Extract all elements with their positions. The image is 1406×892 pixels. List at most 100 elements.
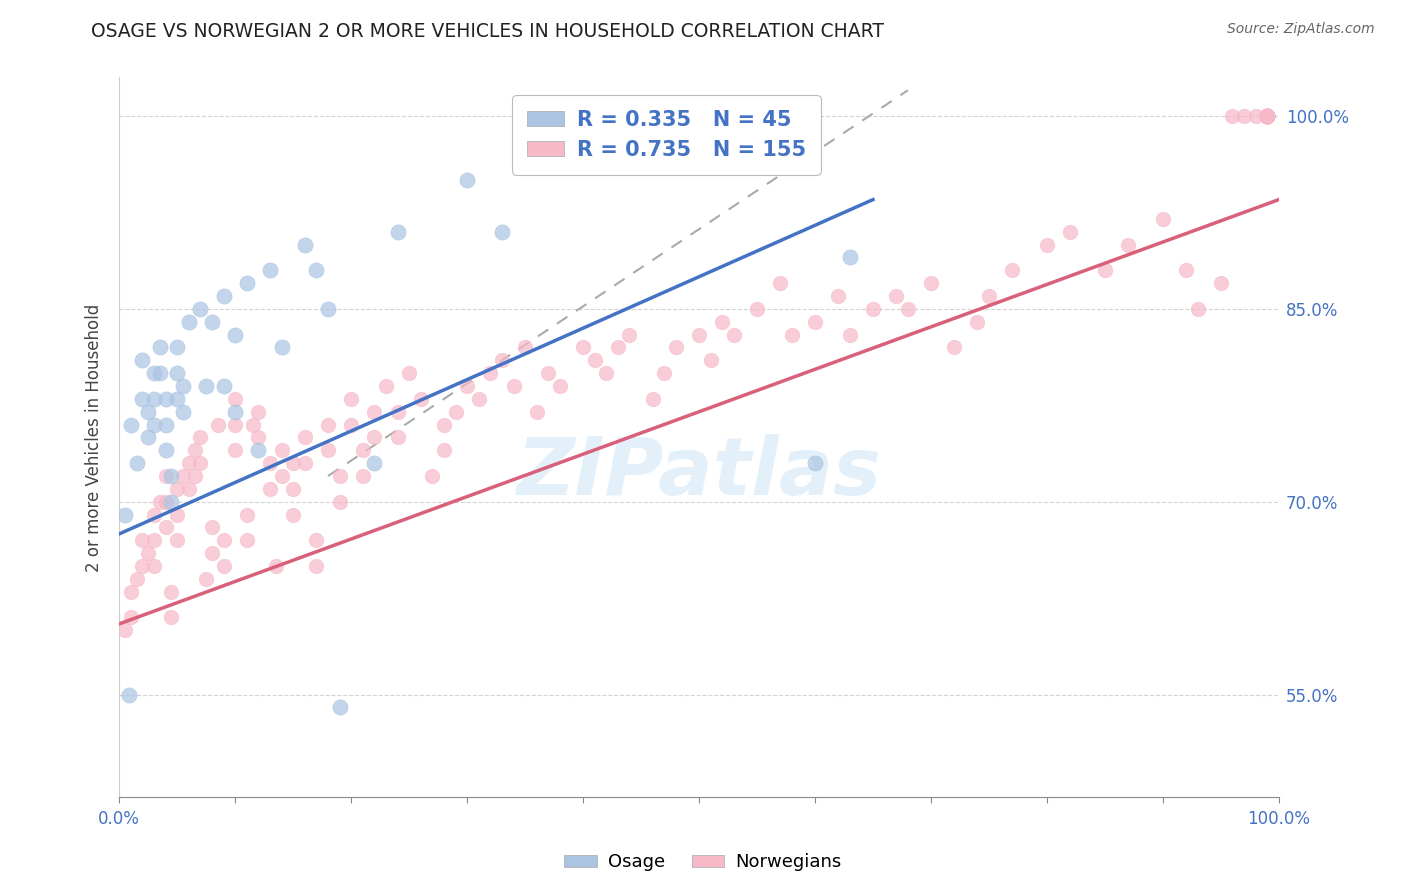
Point	[1256, 109, 1278, 123]
Point	[149, 341, 172, 355]
Point	[804, 456, 827, 470]
Point	[1222, 109, 1244, 123]
Point	[1256, 109, 1278, 123]
Point	[212, 379, 235, 393]
Point	[264, 559, 287, 574]
Point	[143, 559, 166, 574]
Point	[1256, 109, 1278, 123]
Text: OSAGE VS NORWEGIAN 2 OR MORE VEHICLES IN HOUSEHOLD CORRELATION CHART: OSAGE VS NORWEGIAN 2 OR MORE VEHICLES IN…	[91, 22, 884, 41]
Point	[606, 341, 628, 355]
Point	[583, 353, 606, 368]
Point	[120, 417, 142, 432]
Point	[143, 366, 166, 380]
Point	[160, 610, 183, 624]
Point	[149, 494, 172, 508]
Point	[479, 366, 502, 380]
Point	[329, 700, 352, 714]
Point	[166, 341, 188, 355]
Point	[155, 469, 177, 483]
Y-axis label: 2 or more Vehicles in Household: 2 or more Vehicles in Household	[86, 303, 103, 572]
Point	[1256, 109, 1278, 123]
Point	[1256, 109, 1278, 123]
Point	[166, 482, 188, 496]
Text: ZIPatlas: ZIPatlas	[516, 434, 882, 512]
Point	[1256, 109, 1278, 123]
Point	[212, 559, 235, 574]
Point	[699, 353, 721, 368]
Point	[398, 366, 420, 380]
Point	[190, 301, 212, 316]
Point	[387, 430, 409, 444]
Point	[236, 508, 259, 522]
Point	[1256, 109, 1278, 123]
Point	[207, 417, 229, 432]
Point	[1175, 263, 1198, 277]
Point	[247, 405, 270, 419]
Point	[160, 469, 183, 483]
Point	[283, 508, 305, 522]
Point	[131, 392, 153, 406]
Point	[136, 405, 159, 419]
Point	[259, 263, 281, 277]
Point	[943, 341, 966, 355]
Point	[977, 289, 1000, 303]
Point	[305, 533, 328, 548]
Point	[270, 341, 292, 355]
Point	[1256, 109, 1278, 123]
Point	[270, 443, 292, 458]
Point	[652, 366, 675, 380]
Point	[114, 624, 136, 638]
Point	[1233, 109, 1256, 123]
Point	[1001, 263, 1024, 277]
Point	[117, 688, 139, 702]
Point	[242, 417, 264, 432]
Point	[155, 417, 177, 432]
Point	[340, 417, 363, 432]
Point	[166, 366, 188, 380]
Point	[177, 315, 200, 329]
Point	[166, 533, 188, 548]
Point	[160, 584, 183, 599]
Point	[1059, 225, 1081, 239]
Point	[316, 417, 339, 432]
Point	[131, 533, 153, 548]
Point	[1256, 109, 1278, 123]
Point	[143, 508, 166, 522]
Point	[769, 276, 792, 290]
Point	[136, 430, 159, 444]
Point	[641, 392, 664, 406]
Point	[270, 469, 292, 483]
Point	[387, 225, 409, 239]
Point	[224, 417, 246, 432]
Point	[884, 289, 907, 303]
Point	[1256, 109, 1278, 123]
Point	[491, 353, 513, 368]
Point	[120, 584, 142, 599]
Point	[316, 443, 339, 458]
Point	[183, 469, 205, 483]
Point	[201, 520, 224, 534]
Point	[1256, 109, 1278, 123]
Point	[316, 301, 339, 316]
Point	[155, 520, 177, 534]
Point	[155, 494, 177, 508]
Point	[1256, 109, 1278, 123]
Point	[1036, 237, 1059, 252]
Point	[247, 430, 270, 444]
Point	[155, 392, 177, 406]
Point	[526, 405, 548, 419]
Point	[1256, 109, 1278, 123]
Point	[363, 405, 385, 419]
Point	[966, 315, 988, 329]
Point	[195, 572, 218, 586]
Point	[838, 251, 860, 265]
Point	[224, 443, 246, 458]
Point	[1256, 109, 1278, 123]
Point	[155, 443, 177, 458]
Point	[236, 533, 259, 548]
Point	[125, 572, 148, 586]
Point	[1256, 109, 1278, 123]
Point	[1256, 109, 1278, 123]
Point	[1187, 301, 1209, 316]
Point	[745, 301, 768, 316]
